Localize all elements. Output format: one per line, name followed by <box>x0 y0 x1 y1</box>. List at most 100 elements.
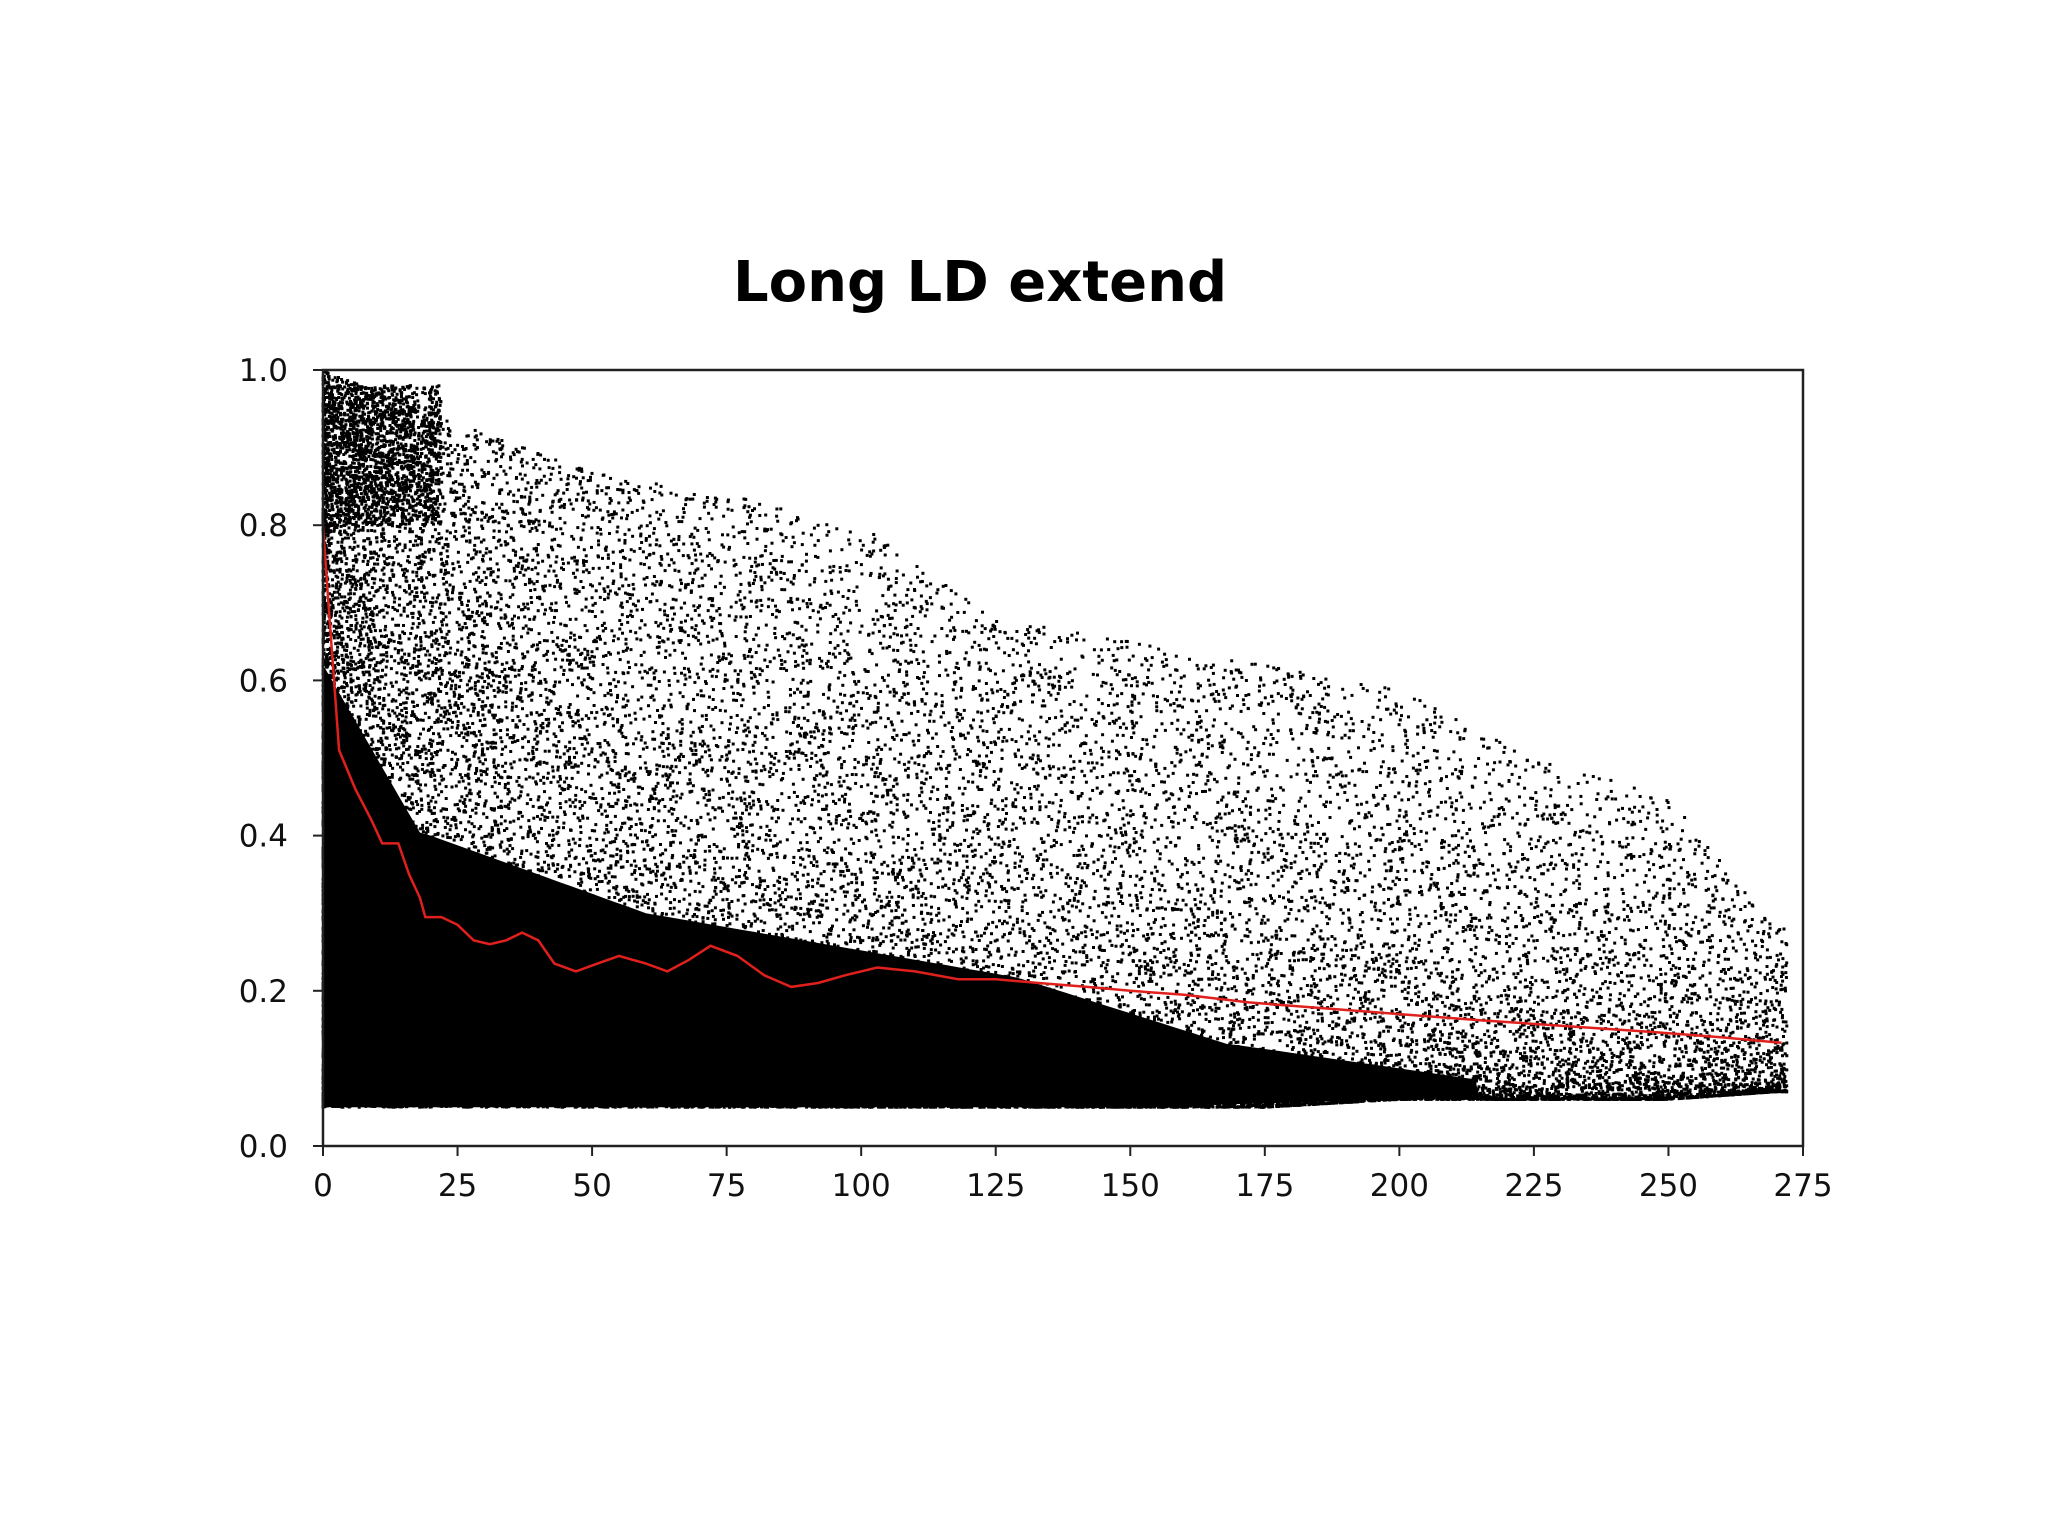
data-point <box>659 563 663 567</box>
data-point <box>472 654 476 658</box>
data-point <box>443 908 447 912</box>
data-point <box>1588 1071 1592 1075</box>
data-point <box>1310 990 1314 994</box>
data-point <box>1506 842 1510 846</box>
data-point <box>351 886 355 890</box>
data-point <box>794 897 798 901</box>
data-point <box>1689 1093 1693 1097</box>
data-point <box>1668 1008 1672 1012</box>
data-point <box>1731 946 1735 950</box>
data-point <box>1069 1075 1073 1079</box>
data-point <box>1561 968 1565 972</box>
data-point <box>1747 901 1751 905</box>
data-point <box>346 719 350 723</box>
data-point <box>1563 862 1567 865</box>
data-point <box>480 672 484 676</box>
data-point <box>1633 1066 1637 1070</box>
data-point <box>337 928 341 932</box>
data-point <box>655 1071 659 1074</box>
data-point <box>479 1091 483 1095</box>
data-point <box>416 567 420 571</box>
data-point <box>380 534 384 538</box>
data-point <box>454 714 458 718</box>
data-point <box>1692 1057 1696 1061</box>
data-point <box>1465 1006 1469 1010</box>
data-point <box>687 1065 691 1069</box>
data-point <box>781 635 784 638</box>
data-point <box>1593 1064 1597 1068</box>
data-point <box>876 775 880 779</box>
data-point <box>915 1064 918 1067</box>
data-point <box>388 1009 392 1013</box>
data-point <box>816 1048 819 1052</box>
data-point <box>1641 1073 1645 1076</box>
data-point <box>1007 1079 1010 1083</box>
data-point <box>531 558 535 562</box>
data-point <box>400 793 404 797</box>
data-point <box>744 967 748 971</box>
data-point <box>400 1079 404 1083</box>
data-point <box>938 1105 942 1109</box>
data-point <box>1512 972 1516 976</box>
data-point <box>674 1022 678 1026</box>
data-point <box>447 661 451 665</box>
data-point <box>1753 985 1757 989</box>
data-point <box>358 909 362 913</box>
data-point <box>478 675 482 679</box>
data-point <box>758 1091 762 1094</box>
data-point <box>474 623 478 627</box>
data-point <box>530 628 533 632</box>
data-point <box>372 701 376 705</box>
data-point <box>882 1078 886 1082</box>
data-point <box>816 623 820 627</box>
data-point <box>819 884 823 888</box>
data-point <box>1163 728 1167 732</box>
data-point <box>1059 985 1063 989</box>
data-point <box>497 720 501 724</box>
data-point <box>1167 859 1171 863</box>
data-point <box>1364 997 1368 1001</box>
data-point <box>509 535 513 539</box>
data-point <box>907 948 911 952</box>
data-point <box>1655 808 1659 811</box>
data-point <box>836 982 840 986</box>
data-point <box>470 702 474 706</box>
data-point <box>404 731 408 735</box>
data-point <box>1026 1053 1030 1057</box>
data-point <box>362 600 366 604</box>
data-point <box>1329 879 1333 883</box>
data-point <box>841 595 845 598</box>
data-point <box>1195 728 1199 732</box>
data-point <box>708 754 712 758</box>
data-point <box>382 1013 386 1016</box>
data-point <box>879 758 883 761</box>
data-point <box>1424 968 1428 972</box>
data-point <box>828 1062 832 1066</box>
data-point <box>457 693 461 697</box>
data-point <box>1066 1011 1069 1015</box>
data-point <box>424 1064 428 1068</box>
data-point <box>485 772 489 776</box>
data-point <box>368 831 372 835</box>
data-point <box>913 761 917 765</box>
data-point <box>331 972 335 976</box>
data-point <box>1769 1065 1773 1069</box>
data-point <box>1314 727 1318 731</box>
data-point <box>606 830 610 834</box>
data-point <box>561 638 565 642</box>
data-point <box>1342 1090 1346 1094</box>
data-point <box>1234 668 1238 672</box>
data-point <box>1385 954 1389 958</box>
data-point <box>1056 1076 1060 1080</box>
data-point <box>726 819 730 823</box>
data-point <box>780 792 784 796</box>
data-point <box>1645 1074 1649 1078</box>
data-point <box>1096 869 1099 873</box>
data-point <box>1372 747 1376 751</box>
data-point <box>1488 884 1492 888</box>
data-point <box>531 1006 535 1010</box>
data-point <box>789 767 793 771</box>
data-point <box>339 947 343 950</box>
data-point <box>360 627 364 631</box>
data-point <box>334 997 338 1001</box>
